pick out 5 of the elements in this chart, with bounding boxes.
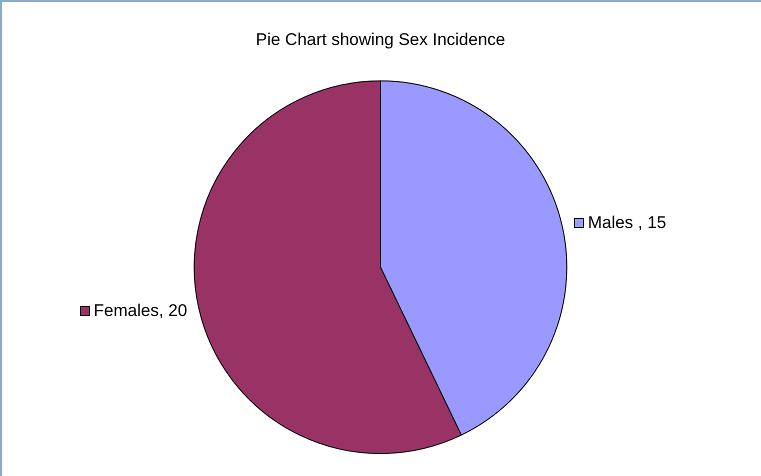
data-label: , 15 <box>633 212 666 232</box>
data-label: , 20 <box>158 301 188 320</box>
chart-title: Pie Chart showing Sex Incidence <box>256 30 506 49</box>
legend-label: Females <box>94 301 159 320</box>
legend-label: Males <box>588 212 634 232</box>
